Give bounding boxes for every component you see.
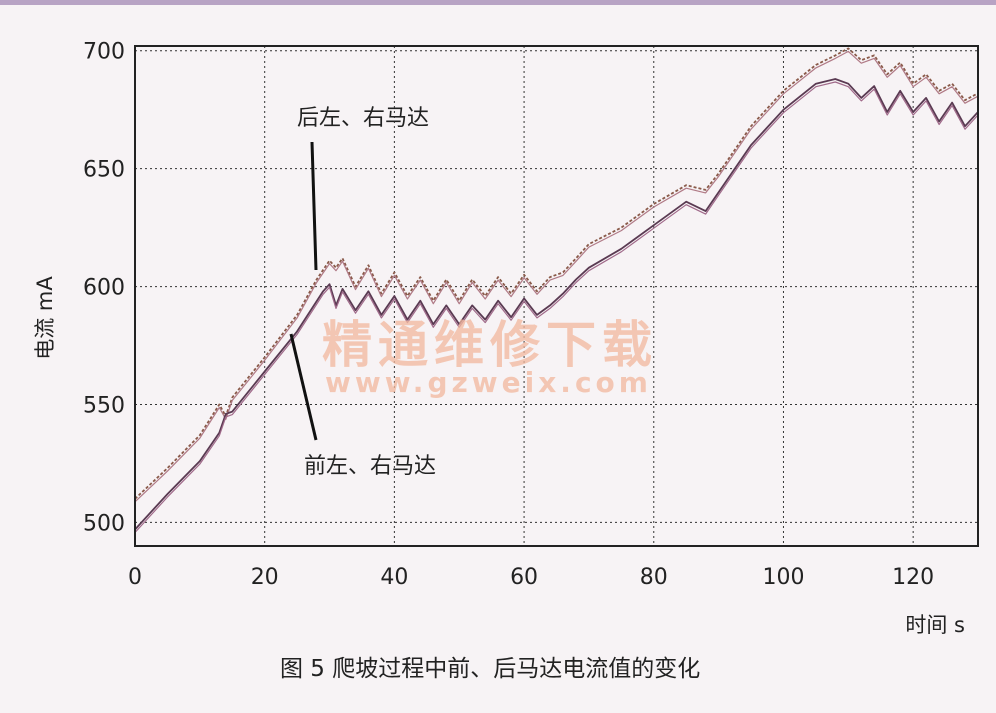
series-line-front-motors bbox=[134, 78, 979, 531]
x-tick-label: 120 bbox=[892, 565, 934, 590]
series-layer bbox=[134, 47, 979, 533]
y-tick-label: 600 bbox=[83, 276, 125, 301]
series-line-front-motors-secondary bbox=[134, 81, 979, 533]
top-border-strip bbox=[0, 0, 996, 5]
series-line-rear-motors-secondary bbox=[134, 50, 979, 503]
annotation-leader-rear bbox=[310, 141, 318, 271]
grid-lines bbox=[135, 46, 978, 546]
y-axis-label: 电流 mA bbox=[33, 276, 57, 360]
y-tick-label: 700 bbox=[83, 40, 125, 65]
x-tick-label: 20 bbox=[251, 565, 279, 590]
annotation-front-motors: 前左、右马达 bbox=[304, 454, 436, 479]
x-tick-label: 40 bbox=[380, 565, 408, 590]
y-tick-label: 650 bbox=[83, 158, 125, 183]
x-tick-label: 100 bbox=[762, 565, 804, 590]
series-line-rear-motors bbox=[134, 47, 979, 500]
figure-caption: 图 5 爬坡过程中前、后马达电流值的变化 bbox=[280, 656, 700, 682]
x-tick-label: 0 bbox=[128, 565, 142, 590]
watermark-cn: 精通维修下载 bbox=[322, 316, 658, 374]
annotation-leader-front bbox=[289, 333, 318, 441]
y-tick-labels: 500 550 600 650 700 bbox=[83, 40, 125, 537]
x-tick-labels: 0 20 40 60 80 100 120 bbox=[128, 565, 934, 590]
x-axis-label: 时间 s bbox=[905, 613, 965, 637]
y-tick-label: 500 bbox=[83, 511, 125, 536]
x-tick-label: 60 bbox=[510, 565, 538, 590]
annotation-rear-motors: 后左、右马达 bbox=[297, 106, 429, 131]
watermark-url: www.gzweix.com bbox=[325, 366, 652, 399]
plot-frame bbox=[134, 45, 979, 547]
y-tick-label: 550 bbox=[83, 393, 125, 418]
x-tick-label: 80 bbox=[640, 565, 668, 590]
